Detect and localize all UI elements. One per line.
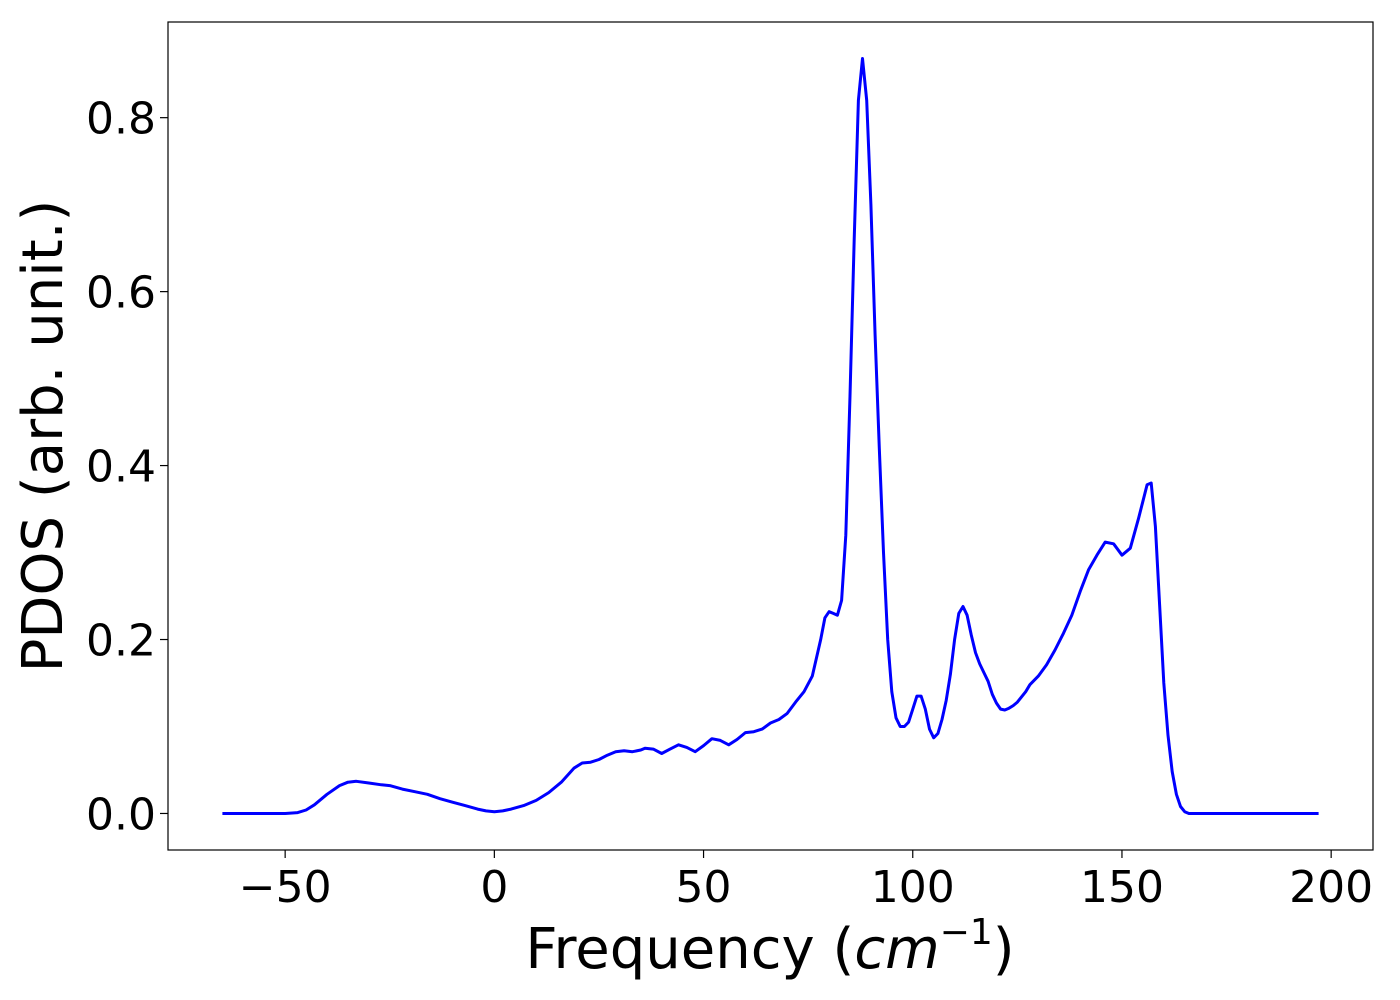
y-axis-ticks: 0.0 0.2 0.4 0.6 0.8 <box>86 94 168 840</box>
x-axis-label-unit: cm <box>854 917 939 982</box>
x-tick-label: −50 <box>239 862 332 913</box>
plot-area <box>167 21 1374 851</box>
x-tick-label: 100 <box>871 862 955 913</box>
x-tick-label: 150 <box>1080 862 1164 913</box>
y-axis-label: PDOS (arb. unit.) <box>11 200 76 673</box>
x-axis-ticks: −50 0 50 100 150 200 <box>239 850 1373 913</box>
y-tick-label: 0.0 <box>86 789 156 840</box>
plot-frame <box>167 21 1374 851</box>
x-tick-label: 200 <box>1289 862 1373 913</box>
y-tick-label: 0.6 <box>86 268 156 319</box>
y-tick-label: 0.8 <box>86 94 156 145</box>
y-tick-label: 0.2 <box>86 616 156 667</box>
x-axis-label-text: Frequency <box>525 917 814 982</box>
x-axis-label-unit-exponent: −1 <box>940 912 993 953</box>
x-axis-label: Frequency (cm−1) <box>525 912 1014 982</box>
x-tick-label: 0 <box>480 862 508 913</box>
x-tick-label: 50 <box>676 862 732 913</box>
pdos-series-line <box>222 57 1319 815</box>
y-tick-label: 0.4 <box>86 442 156 493</box>
